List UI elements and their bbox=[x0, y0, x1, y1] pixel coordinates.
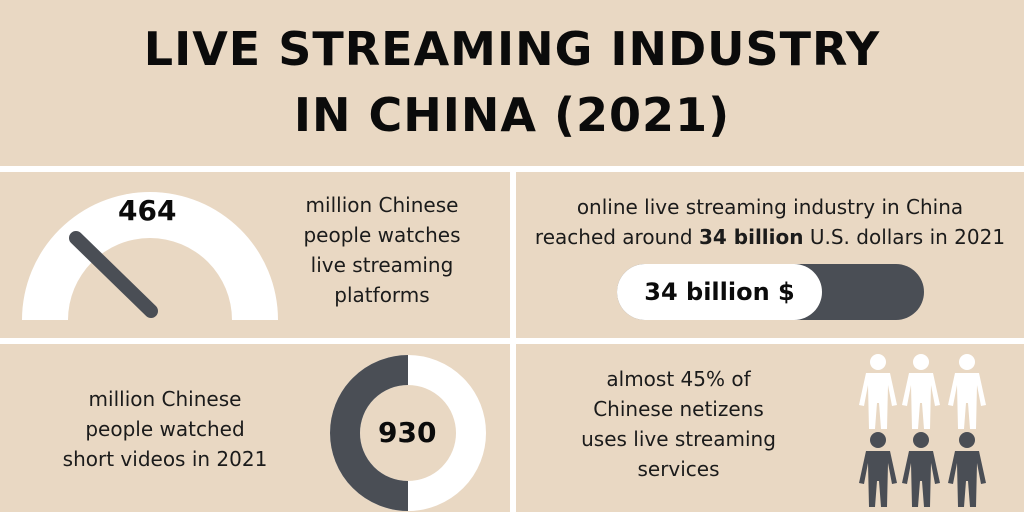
donut-ring-segment bbox=[330, 355, 409, 511]
people-description: almost 45% of Chinese netizens uses live… bbox=[556, 364, 801, 484]
people-panel: almost 45% of Chinese netizens uses live… bbox=[516, 344, 1024, 512]
gauge-description: million Chinese people watches live stre… bbox=[282, 190, 482, 310]
revenue-bar-label: 34 billion $ bbox=[644, 278, 795, 306]
revenue-highlight: 34 billion bbox=[698, 225, 804, 249]
person-icon-dark bbox=[902, 432, 940, 507]
donut-text-line: short videos in 2021 bbox=[62, 447, 268, 471]
person-icon-light bbox=[948, 354, 986, 429]
donut-panel: million Chinese people watched short vid… bbox=[0, 344, 510, 512]
revenue-description: online live streaming industry in China … bbox=[516, 192, 1024, 252]
donut-text-line: people watched bbox=[85, 417, 245, 441]
donut-graphic bbox=[330, 355, 486, 511]
title-panel: LIVE STREAMING INDUSTRY IN CHINA (2021) bbox=[0, 0, 1024, 166]
revenue-bar-fill: 34 billion $ bbox=[617, 264, 822, 320]
donut-value: 930 bbox=[378, 416, 437, 449]
gauge-text-line: platforms bbox=[334, 283, 430, 307]
revenue-text-suffix: U.S. dollars in 2021 bbox=[803, 225, 1006, 249]
gauge-arc bbox=[22, 192, 278, 320]
page-title-line-1: LIVE STREAMING INDUSTRY bbox=[143, 22, 881, 76]
donut-text-line: million Chinese bbox=[88, 387, 242, 411]
person-icon-dark bbox=[948, 432, 986, 507]
people-text-line: almost 45% of bbox=[606, 367, 751, 391]
revenue-bar: 34 billion $ bbox=[617, 264, 924, 320]
person-icon-light bbox=[859, 354, 897, 429]
revenue-panel: online live streaming industry in China … bbox=[516, 172, 1024, 338]
revenue-text-line-1: online live streaming industry in China bbox=[576, 195, 964, 219]
gauge-text-line: live streaming bbox=[310, 253, 454, 277]
gauge-value: 464 bbox=[118, 194, 177, 227]
people-icons bbox=[859, 354, 986, 507]
revenue-text-prefix: reached around bbox=[534, 225, 699, 249]
person-icon-dark bbox=[859, 432, 897, 507]
gauge-text-line: million Chinese bbox=[305, 193, 459, 217]
gauge-needle bbox=[69, 231, 158, 318]
people-text-line: services bbox=[637, 457, 720, 481]
donut-description: million Chinese people watched short vid… bbox=[40, 384, 290, 474]
people-text-line: Chinese netizens bbox=[593, 397, 764, 421]
gauge-text-line: people watches bbox=[303, 223, 461, 247]
gauge-graphic bbox=[22, 192, 278, 320]
gauge-panel: 464 million Chinese people watches live … bbox=[0, 172, 510, 338]
revenue-text-line-2: reached around 34 billion U.S. dollars i… bbox=[516, 222, 1024, 252]
person-icon-light bbox=[902, 354, 940, 429]
people-text-line: uses live streaming bbox=[581, 427, 776, 451]
page-title-line-2: IN CHINA (2021) bbox=[293, 88, 731, 142]
